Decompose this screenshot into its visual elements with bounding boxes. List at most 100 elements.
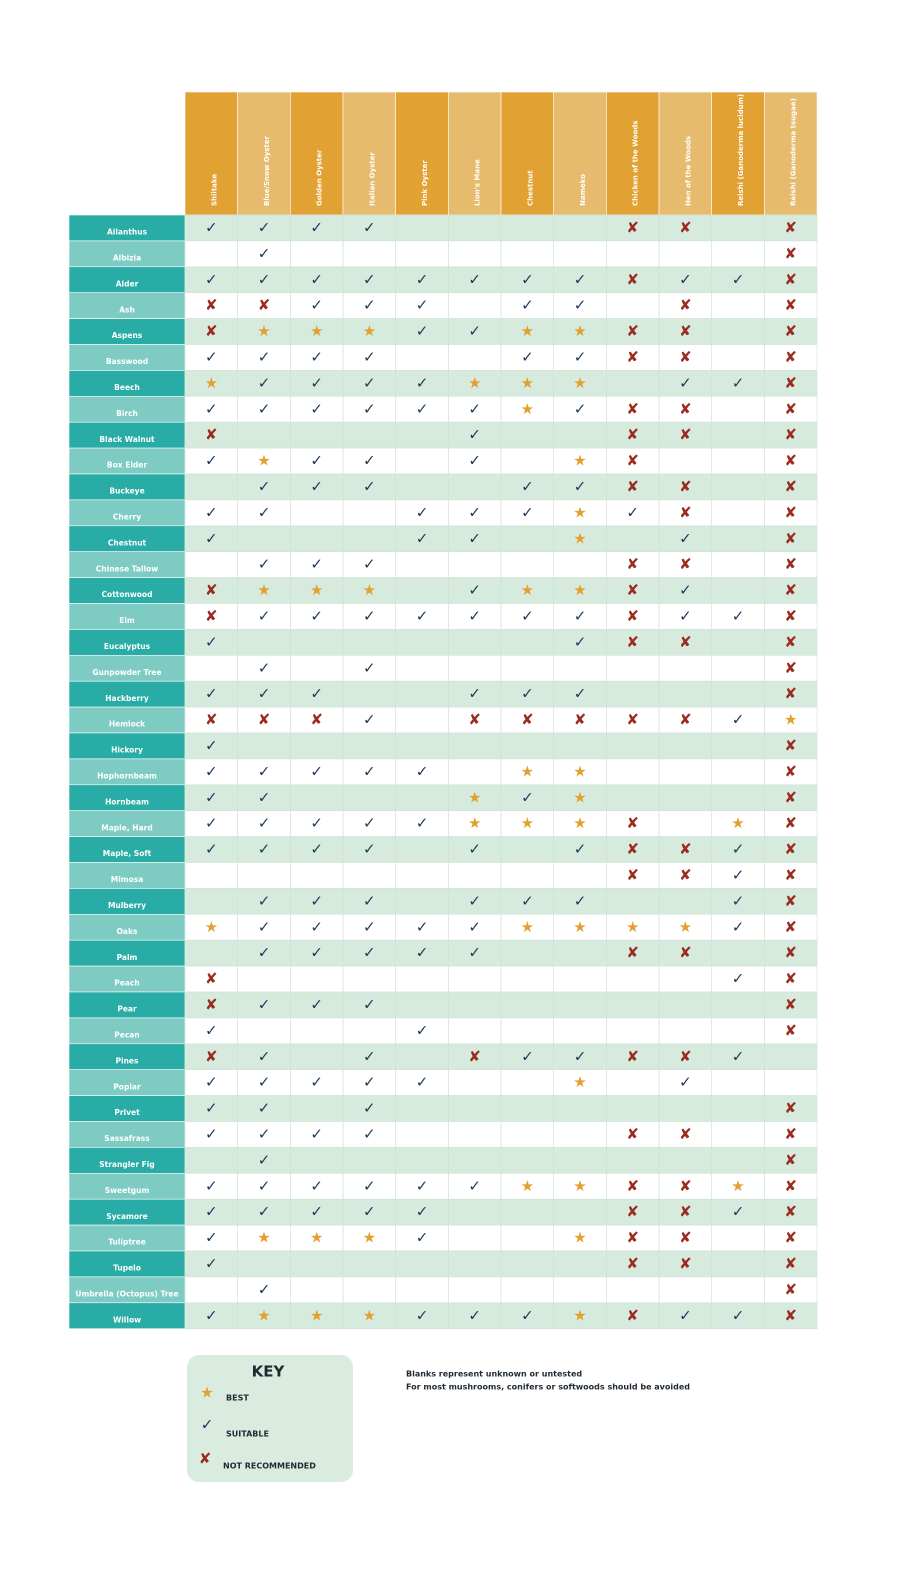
row-name-cell [68, 525, 186, 552]
cell-symbol: ✓ [363, 1099, 376, 1117]
cell-symbol: ✘ [626, 1254, 639, 1272]
cell-symbol: ✘ [784, 374, 797, 392]
column-header [606, 91, 660, 216]
cell-symbol: ✓ [363, 607, 376, 625]
cell-symbol: ★ [205, 374, 218, 392]
cell-symbol: ✓ [205, 1229, 218, 1247]
row-name-cell [68, 1043, 186, 1071]
row-name-cell [68, 1017, 186, 1045]
cell-symbol: ✓ [468, 400, 481, 418]
cell-symbol: ★ [573, 1306, 586, 1324]
cell-symbol: ✘ [679, 218, 692, 236]
cell-symbol: ✘ [626, 1177, 639, 1195]
cell-symbol: ✘ [626, 322, 639, 340]
cell-symbol: ✘ [784, 970, 797, 988]
cell-symbol: ✘ [784, 477, 797, 495]
cell-symbol: ✓ [205, 685, 218, 703]
cell-symbol: ★ [731, 1177, 744, 1195]
cell-symbol: ✘ [468, 1047, 481, 1065]
cell-symbol: ✘ [679, 866, 692, 884]
cell-symbol: ✓ [468, 1177, 481, 1195]
row-name-cell [68, 706, 186, 734]
row-name-cell [68, 836, 186, 863]
column-header [711, 91, 765, 216]
cell-symbol: ✓ [416, 918, 429, 936]
key-symbol: ★ [200, 1384, 213, 1402]
cell-symbol: ✓ [258, 659, 271, 677]
cell-symbol: ✓ [416, 944, 429, 962]
cell-symbol: ✓ [310, 477, 323, 495]
cell-symbol: ✓ [205, 218, 218, 236]
cell-symbol: ✘ [205, 995, 218, 1013]
cell-symbol: ✘ [679, 426, 692, 444]
key-label: BEST [226, 1394, 249, 1403]
cell-symbol: ✓ [363, 1073, 376, 1091]
cell-symbol: ✓ [363, 400, 376, 418]
cell-symbol: ✓ [679, 270, 692, 288]
row-name: Ash [119, 305, 135, 314]
cell-symbol: ✓ [258, 503, 271, 521]
cell-symbol: ✓ [416, 374, 429, 392]
cell-symbol: ✘ [258, 711, 271, 729]
cell-symbol: ✓ [258, 1099, 271, 1117]
cell-symbol: ✓ [468, 452, 481, 470]
cell-symbol: ✘ [784, 1177, 797, 1195]
cell-symbol: ★ [310, 581, 323, 599]
column-header-label: Italian Oyster [368, 152, 376, 206]
cell-symbol: ✓ [574, 607, 587, 625]
column-header [500, 91, 554, 216]
row-name-cell [68, 447, 186, 475]
cell-symbol: ★ [521, 1177, 534, 1195]
cell-symbol: ✘ [784, 1151, 797, 1169]
cell [764, 1302, 818, 1330]
cell-symbol: ✘ [310, 711, 323, 729]
row-name: Albizia [113, 254, 141, 263]
cell-symbol: ✓ [258, 762, 271, 780]
cell-symbol: ★ [468, 374, 481, 392]
column-header [553, 91, 607, 216]
cell-symbol: ✓ [416, 1073, 429, 1091]
cell-symbol: ✘ [205, 1047, 218, 1065]
cell-symbol: ✓ [205, 788, 218, 806]
cell-symbol: ✓ [310, 452, 323, 470]
cell-symbol: ✓ [363, 270, 376, 288]
cell-symbol: ✘ [626, 866, 639, 884]
cell-symbol: ✓ [732, 866, 745, 884]
cell-symbol: ✓ [679, 1306, 692, 1324]
row-name: Tupelo [113, 1264, 141, 1273]
row-name: Cottonwood [102, 590, 153, 599]
cell-symbol: ✘ [679, 944, 692, 962]
cell-symbol: ✘ [784, 685, 797, 703]
cell-symbol: ✓ [363, 218, 376, 236]
cell-symbol: ✓ [468, 581, 481, 599]
column-header-label: Reishi (Ganoderma lucidum) [737, 94, 745, 206]
cell-symbol: ✓ [310, 607, 323, 625]
cell-symbol: ✘ [784, 1254, 797, 1272]
row-name: Hemlock [109, 720, 146, 729]
row-name: Box Elder [107, 461, 147, 470]
row-name: Chestnut [108, 538, 147, 547]
cell-symbol: ✓ [258, 918, 271, 936]
cell-symbol: ✓ [258, 1125, 271, 1143]
cell-symbol: ✘ [679, 1203, 692, 1221]
cell-symbol: ✘ [626, 1203, 639, 1221]
row-name: Maple, Soft [103, 849, 152, 858]
cell-symbol: ✓ [416, 1021, 429, 1039]
cell-symbol: ✓ [679, 1073, 692, 1091]
row-name: Sweetgum [105, 1186, 150, 1195]
cell-symbol: ✓ [258, 892, 271, 910]
cell-symbol: ✓ [258, 477, 271, 495]
cell-symbol: ✓ [310, 685, 323, 703]
cell-symbol: ✘ [784, 581, 797, 599]
cell-symbol: ✓ [310, 814, 323, 832]
cell-symbol: ✘ [784, 348, 797, 366]
cell-symbol: ✓ [468, 503, 481, 521]
cell-symbol: ✓ [626, 503, 639, 521]
cell-symbol: ✘ [626, 1229, 639, 1247]
cell-symbol: ✓ [258, 607, 271, 625]
cell-symbol: ✓ [468, 607, 481, 625]
row-name: Hackberry [105, 694, 149, 703]
cell-symbol: ✓ [574, 270, 587, 288]
cell-symbol: ✘ [784, 944, 797, 962]
